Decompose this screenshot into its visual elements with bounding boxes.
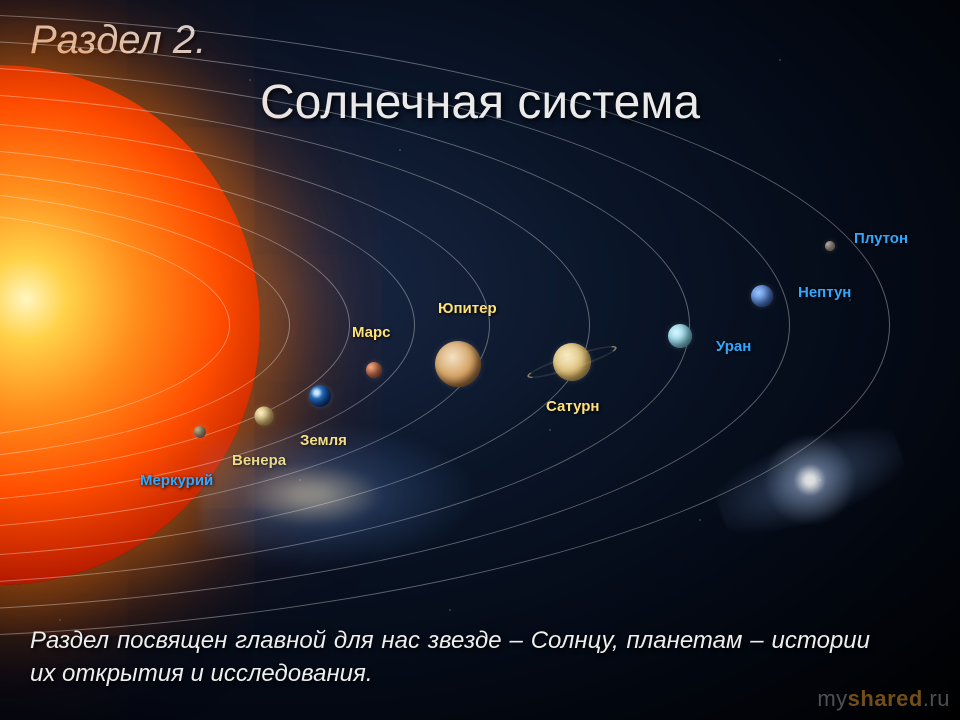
watermark-part: .ru bbox=[923, 686, 950, 711]
planet-label-pluto: Плутон bbox=[854, 230, 908, 247]
planet-label-jupiter: Юпитер bbox=[438, 300, 497, 317]
planet-label-neptune: Нептун bbox=[798, 284, 851, 301]
watermark-part: my bbox=[817, 686, 847, 711]
planet-neptune bbox=[751, 285, 773, 307]
planet-label-saturn: Сатурн bbox=[546, 398, 599, 415]
planet-mars bbox=[366, 362, 382, 378]
watermark-part: shared bbox=[848, 686, 923, 711]
planet-uranus bbox=[668, 324, 692, 348]
planet-pluto bbox=[825, 241, 835, 251]
planet-label-uranus: Уран bbox=[716, 338, 751, 355]
nebula-glow bbox=[200, 420, 480, 570]
planet-earth bbox=[309, 385, 331, 407]
slide-caption: Раздел посвящен главной для нас звезде –… bbox=[30, 625, 870, 690]
watermark: myshared.ru bbox=[817, 686, 950, 712]
planet-label-mars: Марс bbox=[352, 324, 391, 341]
planet-jupiter bbox=[435, 341, 481, 387]
